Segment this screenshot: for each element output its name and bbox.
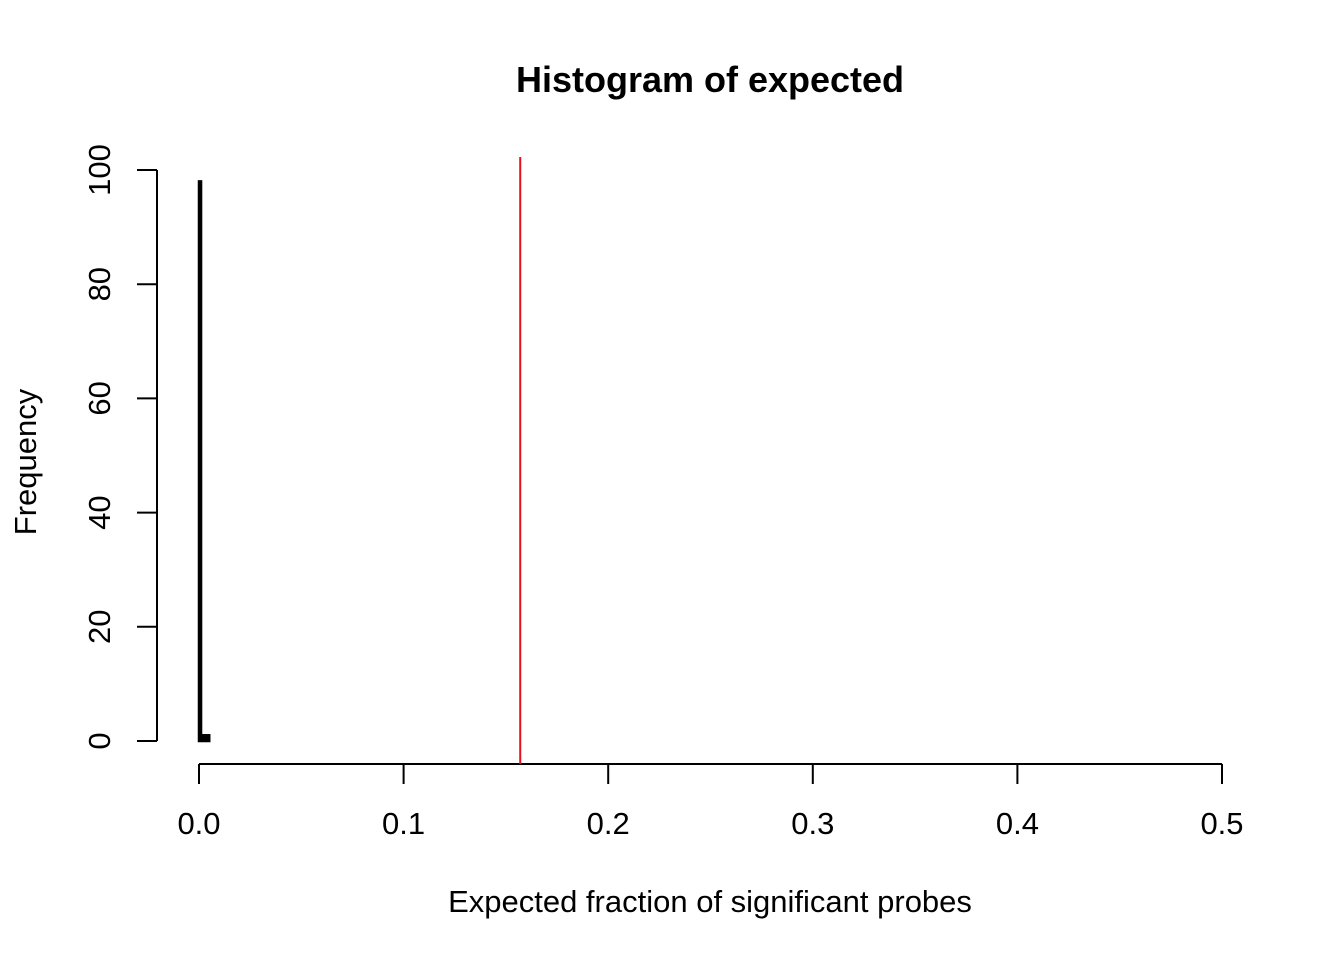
x-tick-label: 0.3 [791,806,834,841]
chart-title: Histogram of expected [516,59,904,100]
y-tick-label: 100 [82,144,117,196]
histogram-bar [205,734,211,743]
y-tick-label: 0 [82,732,117,749]
y-tick-label: 80 [82,267,117,301]
y-tick-label: 20 [82,610,117,644]
x-axis-label: Expected fraction of significant probes [448,884,972,919]
histogram-bars [197,180,211,743]
x-tick-label: 0.2 [587,806,630,841]
x-tick-label: 0.0 [177,806,220,841]
histogram-bar [201,734,207,743]
y-tick-label: 40 [82,495,117,529]
x-tick-label: 0.1 [382,806,425,841]
y-tick-label: 60 [82,381,117,415]
x-axis: 0.0 0.1 0.2 0.3 0.4 0.5 [177,763,1244,841]
y-axis-label: Frequency [8,388,43,535]
y-axis: 0 20 40 60 80 100 [82,144,158,750]
histogram-bar [197,180,203,743]
x-tick-label: 0.4 [996,806,1039,841]
x-tick-label: 0.5 [1200,806,1243,841]
